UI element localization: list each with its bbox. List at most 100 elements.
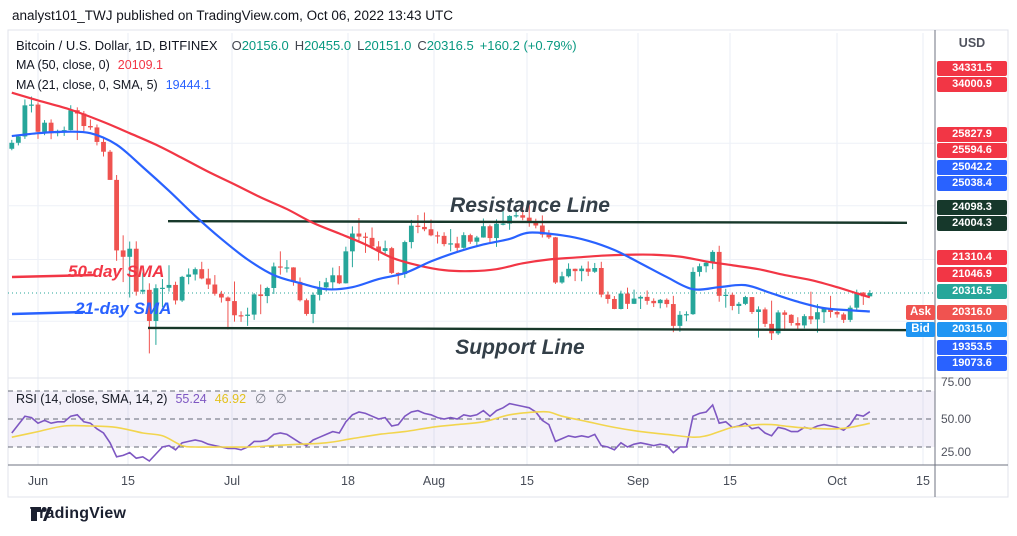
candle-body (160, 287, 165, 289)
candle-body (251, 294, 257, 315)
candle-body (775, 312, 781, 334)
price-badge: 21310.4 (937, 249, 1007, 265)
candle-body (749, 297, 755, 312)
change-value: +160.2 (+0.79%) (479, 38, 577, 53)
symbol-title: Bitcoin / U.S. Dollar, 1D, BITFINEX (16, 38, 218, 53)
candle-body (277, 266, 283, 268)
rsi-empty-icon: ∅ (255, 391, 267, 406)
rsi-ma-line (11, 410, 871, 448)
candle-body (808, 316, 814, 320)
time-axis-label: Sep (626, 474, 650, 488)
candle-body (664, 299, 670, 305)
sma50-key-stroke (11, 273, 96, 279)
candle-body (677, 314, 683, 326)
candle-body (29, 104, 34, 106)
candle-body (638, 296, 643, 299)
candle-body (101, 141, 106, 152)
rsi-scale-label: 25.00 (941, 445, 972, 459)
rsi-label: RSI (14, close, SMA, 14, 2) (16, 392, 168, 406)
candle-body (684, 314, 689, 316)
candle-body (644, 296, 650, 301)
rsi-legend[interactable]: RSI (14, close, SMA, 14, 2) 55.24 46.92 ∅ ∅ (16, 391, 287, 407)
close-label: C (417, 38, 427, 53)
candle-body (225, 297, 231, 302)
time-axis-label: 15 (916, 474, 930, 488)
price-badge: 20316.0 (937, 304, 1007, 320)
candle-body (631, 298, 637, 304)
sma50-annotation[interactable]: 50-day SMA (68, 262, 165, 281)
candle-body (461, 235, 467, 248)
candle-body (369, 237, 375, 247)
price-badge: 25038.4 (937, 175, 1007, 191)
sma21-annotation[interactable]: 21-day SMA (75, 299, 172, 318)
candle-body (435, 235, 440, 237)
bid-chip[interactable]: Bid (906, 321, 935, 337)
candle-body (199, 269, 205, 279)
candle-body (815, 312, 820, 320)
candle-body (605, 294, 611, 299)
candle-body (612, 298, 617, 309)
price-badge: 21046.9 (937, 266, 1007, 282)
candle-body (395, 272, 401, 275)
resistance-line-label[interactable]: Resistance Line (450, 194, 610, 217)
candle-body (756, 309, 761, 312)
candle-body (500, 223, 506, 225)
low-label: L (357, 38, 365, 53)
candle-body (42, 122, 47, 132)
price-badge: 19073.6 (937, 355, 1007, 371)
ma21-label: MA (21, close, 0, SMA, 5) (16, 78, 158, 92)
candle-body (474, 237, 480, 242)
candle-body (133, 248, 139, 292)
candle-body (867, 293, 873, 297)
tradingview-logo[interactable]: TradingView (30, 505, 126, 523)
candle-body (533, 221, 539, 226)
ma50-legend[interactable]: MA (50, close, 0) 20109.1 (16, 58, 163, 72)
candle-body (382, 248, 388, 251)
candle-body (801, 316, 807, 326)
ma21-legend[interactable]: MA (21, close, 0, SMA, 5) 19444.1 (16, 78, 211, 92)
chart-frame (7, 29, 1009, 498)
currency-label: USD (958, 36, 986, 50)
candle-body (579, 268, 585, 272)
candle-body (284, 267, 290, 269)
open-label: O (231, 38, 242, 53)
candle-body (507, 215, 512, 224)
candle-body (487, 226, 493, 239)
candle-body (350, 233, 355, 252)
candle-body (520, 215, 526, 218)
candle-body (651, 300, 657, 304)
candle-body (729, 294, 735, 306)
candle-body (408, 225, 414, 243)
candle-body (585, 268, 591, 272)
candle-body (297, 281, 303, 301)
price-badge: 25042.2 (937, 159, 1007, 175)
time-axis-label: 18 (341, 474, 355, 488)
candle-body (592, 267, 598, 272)
candle-body (9, 142, 15, 149)
candle-body (192, 269, 198, 275)
candle-body (539, 225, 545, 235)
candle-body (291, 267, 296, 282)
candle-body (15, 136, 21, 143)
symbol-legend[interactable]: Bitcoin / U.S. Dollar, 1D, BITFINEX O2015… (16, 38, 577, 53)
candle-body (572, 268, 578, 272)
support-line-label[interactable]: Support Line (455, 336, 585, 359)
price-badge: 20316.5 (937, 283, 1007, 299)
candle-body (454, 243, 460, 248)
time-axis-label: Jun (27, 474, 49, 488)
candle-body (428, 229, 434, 236)
candle-body (847, 307, 853, 320)
candle-body (795, 322, 801, 326)
ask-chip[interactable]: Ask (906, 304, 935, 320)
candle-body (716, 251, 722, 296)
candle-body (140, 289, 146, 292)
candle-body (245, 314, 250, 316)
candle-body (598, 267, 604, 295)
candle-body (232, 301, 237, 316)
tradingview-logo-text: TradingView (30, 505, 127, 522)
price-badge: 19353.5 (937, 339, 1007, 355)
resistance-line (167, 219, 908, 224)
candle-body (153, 288, 159, 321)
